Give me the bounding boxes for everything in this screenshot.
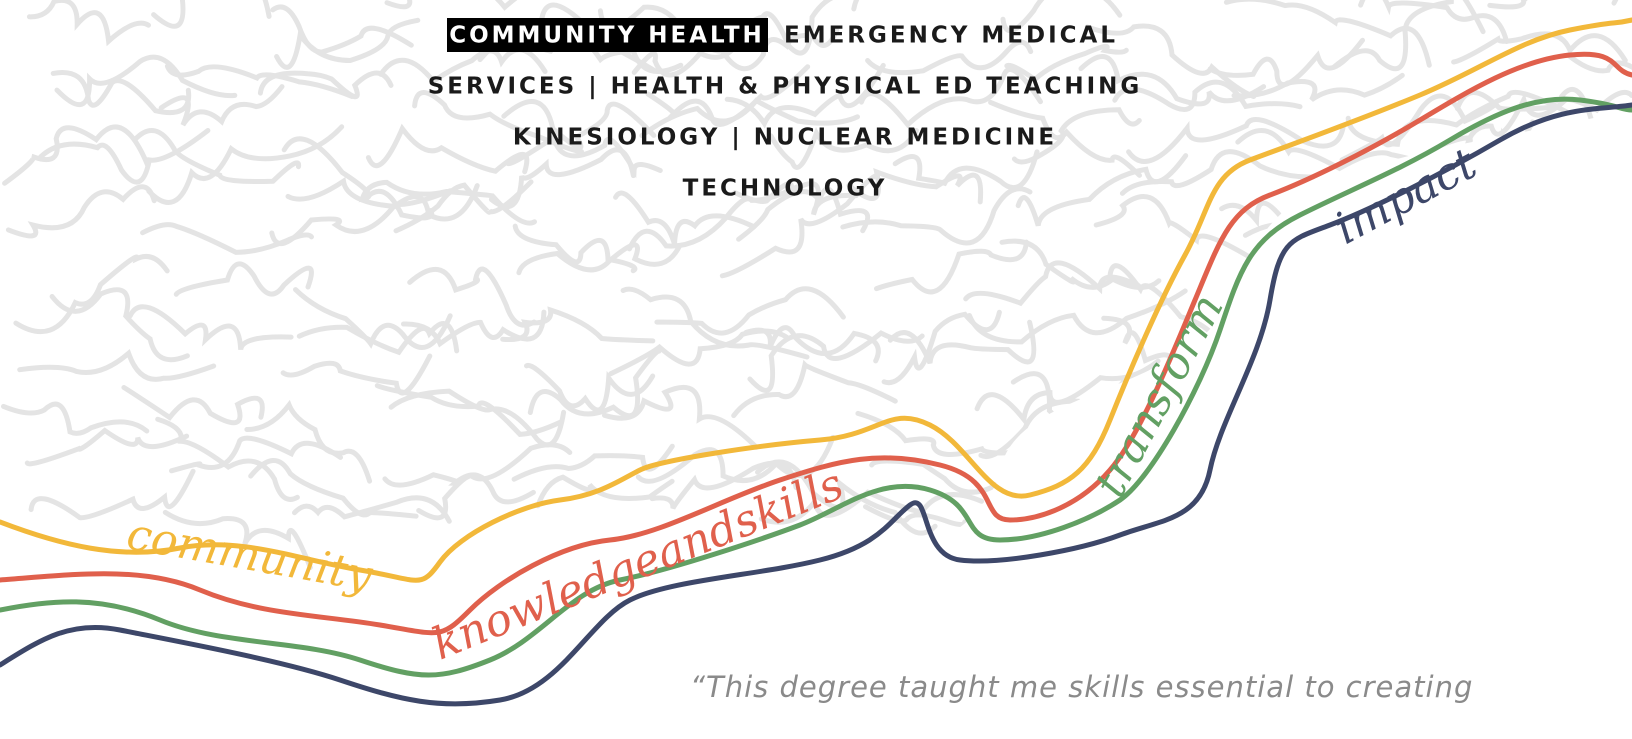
program-line: EMERGENCY MEDICAL — [784, 23, 1118, 49]
squiggle — [16, 256, 167, 331]
squiggle — [391, 391, 563, 445]
squiggle — [527, 365, 653, 410]
squiggle — [27, 431, 186, 464]
squiggle — [514, 446, 672, 479]
squiggle — [52, 290, 187, 360]
squiggle — [124, 388, 262, 423]
squiggle — [503, 310, 653, 341]
program-highlighted: COMMUNITY HEALTH — [449, 23, 765, 49]
squiggle — [1568, 55, 1632, 94]
squiggle — [519, 245, 680, 273]
program-line: SERVICES | HEALTH & PHYSICAL ED TEACHING — [428, 74, 1143, 100]
squiggle — [295, 498, 450, 521]
program-line: KINESIOLOGY | NUCLEAR MEDICINE — [513, 125, 1057, 151]
script-word: community — [123, 509, 377, 602]
squiggle — [734, 365, 896, 416]
squiggle — [4, 404, 147, 433]
squiggle — [1226, 0, 1429, 65]
squiggle — [611, 331, 787, 374]
squiggle — [368, 129, 526, 172]
squiggle — [31, 471, 193, 518]
squiggle — [176, 264, 311, 294]
squiggle — [858, 413, 1016, 454]
poster: COMMUNITY HEALTH EMERGENCY MEDICAL SERVI… — [0, 0, 1632, 739]
squiggle — [29, 0, 148, 41]
squiggle — [149, 127, 342, 203]
quote: “This degree taught me skills essential … — [690, 670, 1473, 704]
squiggle — [143, 225, 312, 253]
squiggle — [387, 0, 535, 7]
squiggle — [1614, 0, 1632, 3]
squiggle — [154, 0, 270, 26]
squiggle — [161, 87, 282, 126]
squiggle — [877, 242, 1027, 292]
squiggle — [1018, 156, 1185, 226]
squiggle — [8, 187, 154, 236]
squiggle — [283, 356, 430, 393]
squiggle — [854, 0, 1028, 9]
squiggle — [130, 307, 291, 350]
squiggle — [410, 269, 534, 325]
program-line: TECHNOLOGY — [683, 176, 888, 202]
squiggle — [288, 181, 477, 219]
squiggle — [172, 438, 341, 471]
squiggle — [1490, 0, 1606, 7]
